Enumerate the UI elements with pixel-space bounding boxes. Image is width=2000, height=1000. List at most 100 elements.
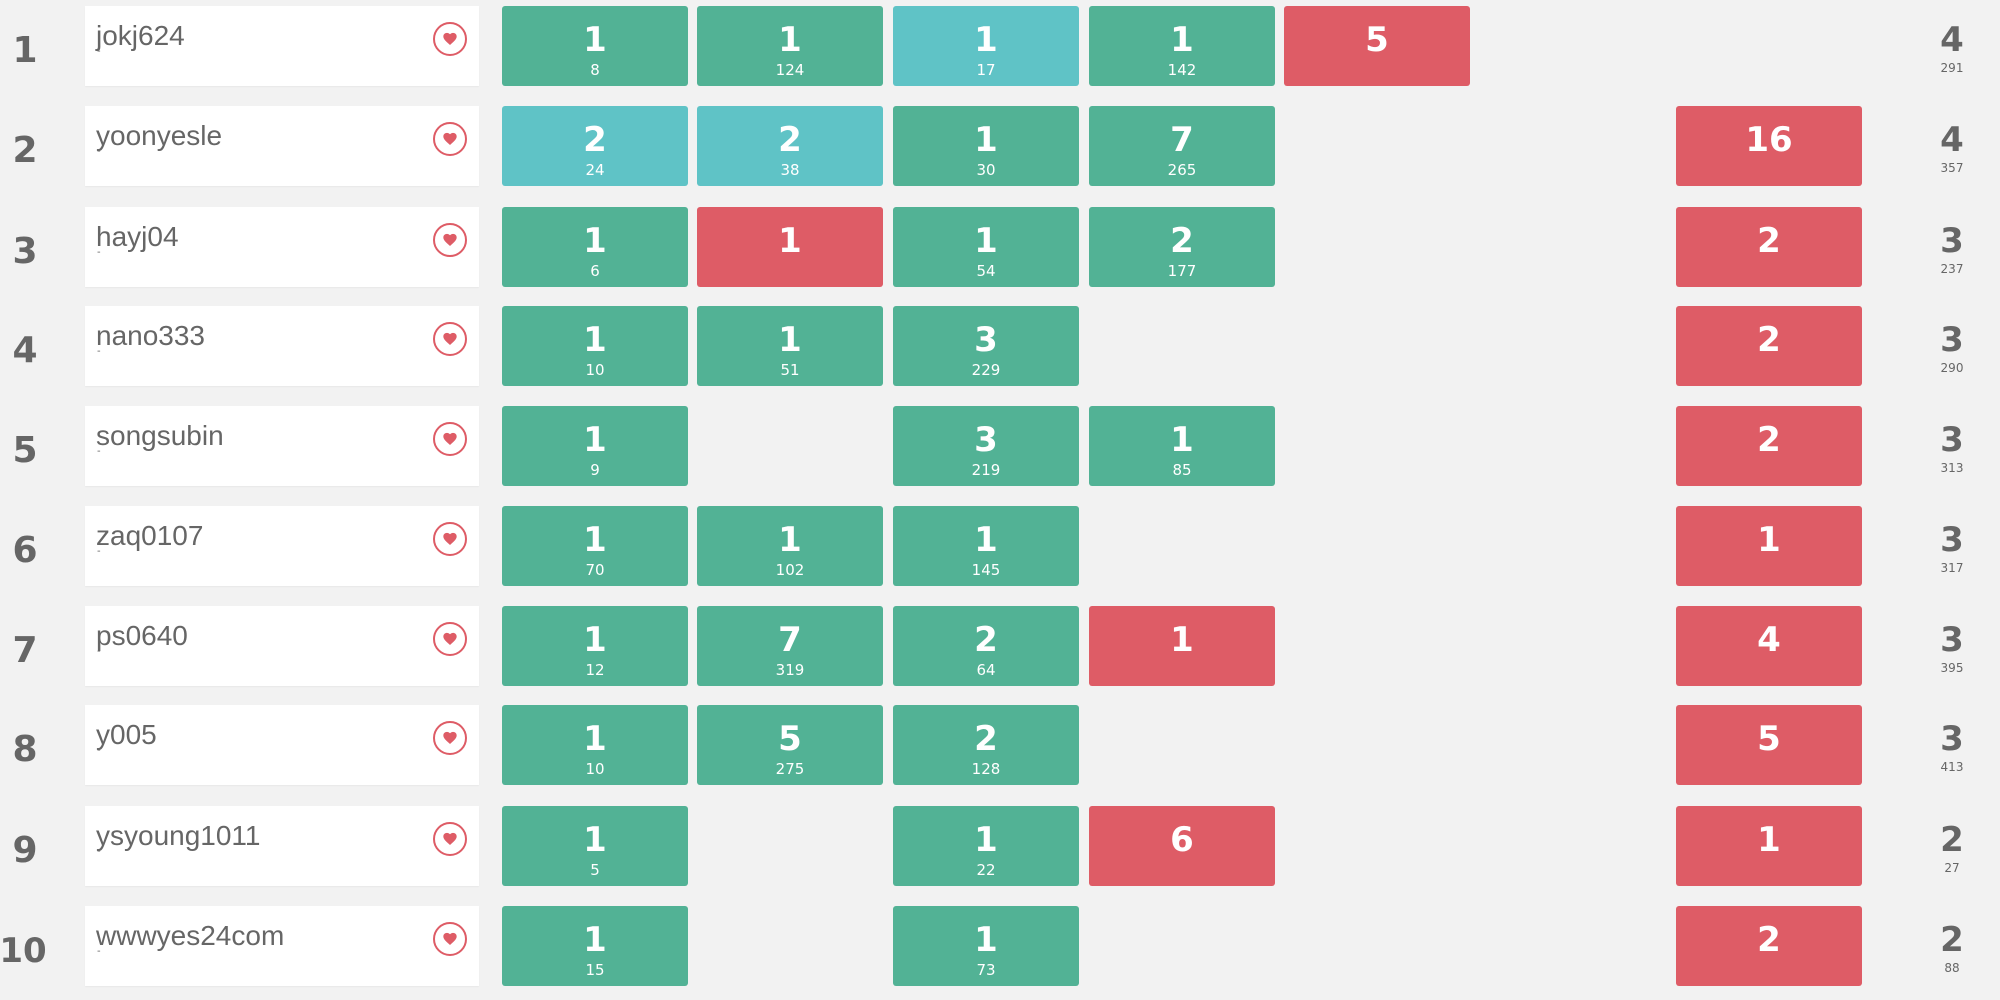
problem-cell-solved[interactable]: 1 15 [502,906,688,986]
problem-cell-solved[interactable]: 3 219 [893,406,1079,486]
problem-cell-failed[interactable]: 1 [1676,806,1862,886]
solved-count: 3 [1940,719,1964,759]
heart-icon [443,132,457,145]
problem-cell-solved[interactable]: 1 30 [893,106,1079,186]
problem-cell-solved[interactable]: 2 64 [893,606,1079,686]
attempt-count: 2 [1757,420,1781,460]
problem-cell-solved[interactable]: 1 73 [893,906,1079,986]
attempt-count: 1 [583,719,607,759]
attempt-count: 1 [974,221,998,261]
attempt-count: 1 [1170,420,1194,460]
user-affiliation: - [97,846,101,857]
solve-time: 319 [775,661,805,679]
problem-cell-solved[interactable]: 1 54 [893,207,1079,287]
username: ps0640 [96,620,188,651]
problem-cell-failed[interactable]: 2 [1676,207,1862,287]
rank-number: 10 [0,931,47,971]
attempt-count: 7 [1170,120,1194,160]
favorite-button[interactable] [433,22,467,56]
problem-cell-solved[interactable]: 1 10 [502,705,688,785]
problem-cell-failed[interactable]: 1 [697,207,883,287]
problem-cell-solved[interactable]: 1 145 [893,506,1079,586]
total-score: 3 290 [1910,320,1994,376]
rank-number: 6 [12,530,38,571]
total-score: 2 88 [1910,920,1994,976]
attempt-count: 5 [1365,20,1389,60]
problem-cell-failed[interactable]: 2 [1676,406,1862,486]
problem-cell-solved[interactable]: 2 128 [893,705,1079,785]
favorite-button[interactable] [433,822,467,856]
username: y005 [96,719,157,750]
problem-cell-failed[interactable]: 1 [1089,606,1275,686]
problem-cell-failed[interactable]: 1 [1676,506,1862,586]
attempt-count: 1 [778,20,802,60]
problem-cell-first[interactable]: 1 17 [893,6,1079,86]
attempt-count: 1 [974,20,998,60]
scoreboard-row: 8 y005-1 10 5 275 2 128 5 3 413 [0,705,2000,785]
problem-cell-failed[interactable]: 5 [1676,705,1862,785]
user-card: hayj04- [85,207,479,287]
solve-time: 265 [1167,161,1197,179]
user-affiliation: - [97,346,101,357]
problem-cell-solved[interactable]: 1 51 [697,306,883,386]
solve-time: 10 [585,361,605,379]
problem-cell-failed[interactable]: 4 [1676,606,1862,686]
favorite-button[interactable] [433,422,467,456]
attempt-count: 1 [583,320,607,360]
problem-cell-failed[interactable]: 16 [1676,106,1862,186]
favorite-button[interactable] [433,622,467,656]
problem-cell-solved[interactable]: 1 124 [697,6,883,86]
problem-cell-solved[interactable]: 3 229 [893,306,1079,386]
user-card: songsubin - [85,406,479,486]
problem-cell-solved[interactable]: 1 12 [502,606,688,686]
total-score: 4 357 [1910,120,1994,176]
problem-cell-solved[interactable]: 1 102 [697,506,883,586]
problem-cell-solved[interactable]: 2 177 [1089,207,1275,287]
solve-time: 70 [585,561,605,579]
attempt-count: 1 [583,620,607,660]
attempt-count: 5 [1757,719,1781,759]
user-card: nano333- [85,306,479,386]
heart-icon [443,632,457,645]
attempt-count: 1 [583,221,607,261]
problem-cell-first[interactable]: 2 38 [697,106,883,186]
problem-cell-solved[interactable]: 1 70 [502,506,688,586]
solve-time: 219 [971,461,1001,479]
problem-cell-first[interactable]: 2 24 [502,106,688,186]
solve-time: 177 [1167,262,1197,280]
user-affiliation: - [97,745,101,756]
favorite-button[interactable] [433,322,467,356]
problem-cell-failed[interactable]: 5 [1284,6,1470,86]
total-score: 3 237 [1910,221,1994,277]
problem-cell-solved[interactable]: 7 319 [697,606,883,686]
problem-cell-failed[interactable]: 2 [1676,906,1862,986]
solved-count: 3 [1940,420,1964,460]
problem-cell-failed[interactable]: 6 [1089,806,1275,886]
problem-cell-failed[interactable]: 2 [1676,306,1862,386]
favorite-button[interactable] [433,122,467,156]
favorite-button[interactable] [433,223,467,257]
problem-cell-solved[interactable]: 1 85 [1089,406,1275,486]
favorite-button[interactable] [433,522,467,556]
solve-time: 10 [585,760,605,778]
solve-time: 275 [775,760,805,778]
penalty-time: 290 [1940,361,1964,375]
problem-cell-solved[interactable]: 5 275 [697,705,883,785]
problem-cell-solved[interactable]: 7 265 [1089,106,1275,186]
problem-cell-solved[interactable]: 1 22 [893,806,1079,886]
penalty-time: 88 [1944,961,1960,975]
attempt-count: 1 [974,920,998,960]
favorite-button[interactable] [433,922,467,956]
favorite-button[interactable] [433,721,467,755]
problem-cell-solved[interactable]: 1 142 [1089,6,1275,86]
solve-time: 15 [585,961,605,979]
total-score: 3 317 [1910,520,1994,576]
solve-time: 38 [780,161,800,179]
solved-count: 4 [1940,120,1964,160]
problem-cell-solved[interactable]: 1 10 [502,306,688,386]
attempt-count: 1 [583,420,607,460]
